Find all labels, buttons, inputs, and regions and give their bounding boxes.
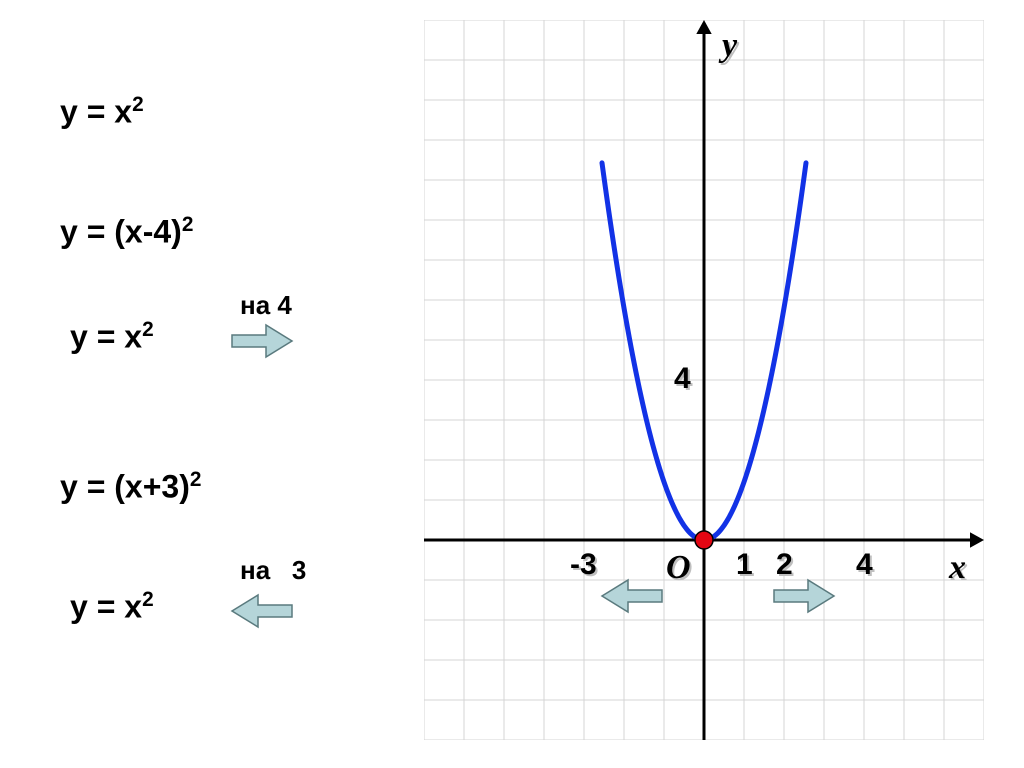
shift-label-4: на 4 [240, 290, 292, 321]
eq2-text: y = (x-4) [60, 214, 182, 250]
equation-3: y = x2 [70, 320, 154, 353]
shift-label-3: на 3 [240, 555, 306, 586]
eq3-sup: 2 [142, 318, 154, 341]
svg-text:1: 1 [736, 548, 753, 581]
svg-text:4: 4 [856, 548, 873, 581]
eq1-sup: 2 [132, 93, 144, 116]
svg-text:y: y [718, 27, 738, 64]
equation-5: y = x2 [70, 590, 154, 623]
eq1-text: y = x [60, 94, 132, 130]
chart: yyxxOO-3-311224444 [424, 20, 984, 745]
svg-text:-3: -3 [570, 548, 597, 581]
chart-svg: yyxxOO-3-311224444 [424, 20, 984, 740]
svg-text:2: 2 [776, 548, 793, 581]
svg-text:O: O [666, 549, 691, 586]
svg-text:x: x [948, 549, 966, 586]
eq5-sup: 2 [142, 588, 154, 611]
equation-2: y = (x-4)2 [60, 215, 193, 248]
eq2-sup: 2 [182, 213, 194, 236]
equation-1: y = x2 [60, 95, 144, 128]
svg-text:4: 4 [674, 362, 691, 395]
eq5-text: y = x [70, 589, 142, 625]
equation-4: y = (x+3)2 [60, 470, 201, 503]
eq4-sup: 2 [190, 468, 202, 491]
eq4-text: y = (x+3) [60, 469, 190, 505]
arrow-right-icon [230, 323, 294, 359]
arrow-left-icon [230, 593, 294, 629]
eq3-text: y = x [70, 319, 142, 355]
